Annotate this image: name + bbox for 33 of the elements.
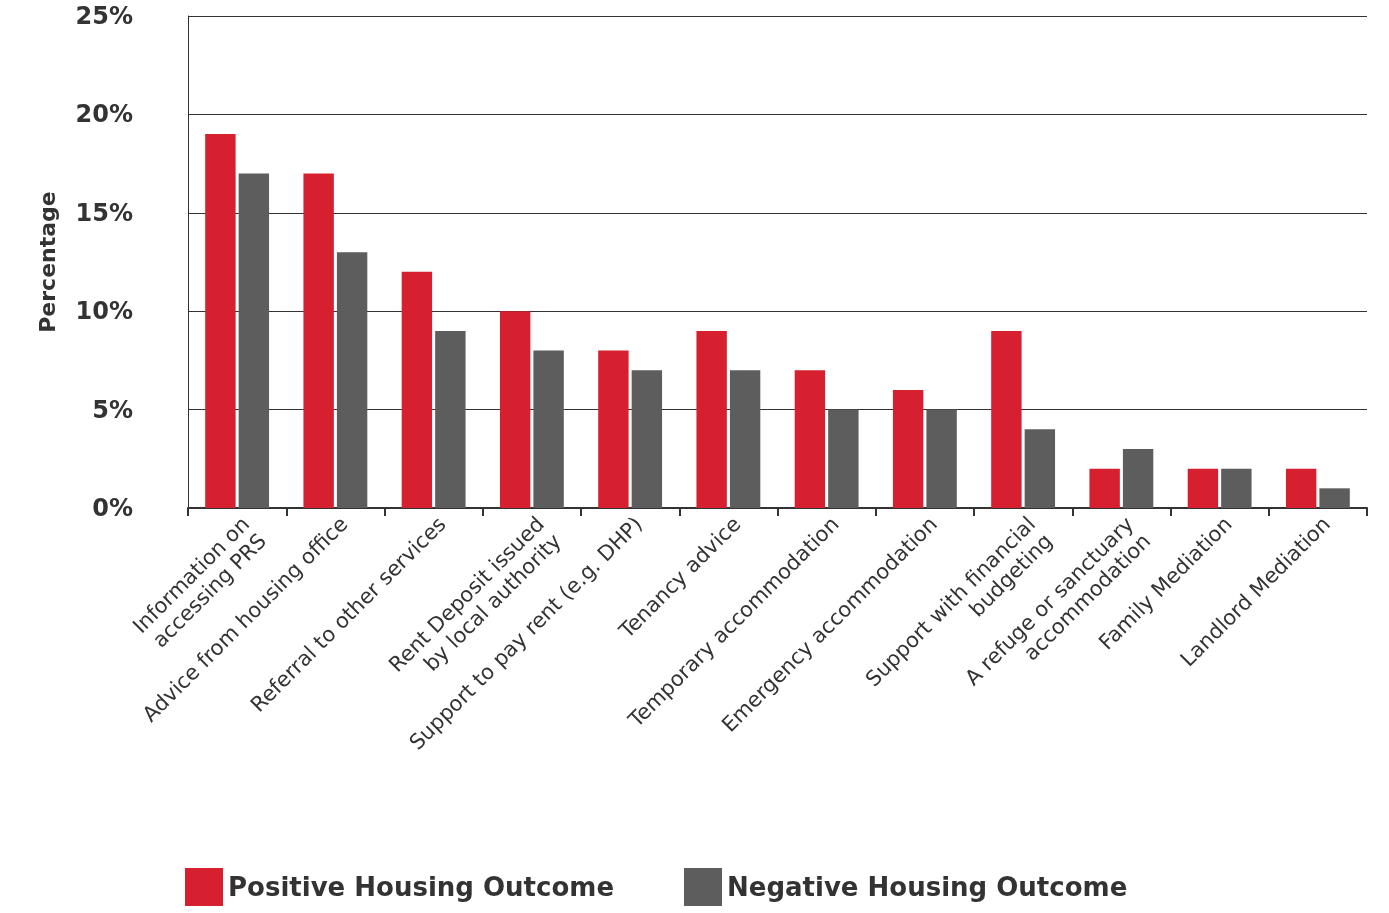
bar: [238, 173, 270, 508]
legend-label: Positive Housing Outcome: [228, 872, 615, 902]
y-tick-label: 20%: [75, 100, 133, 129]
bar: [926, 409, 957, 508]
bar: [598, 350, 629, 508]
y-tick-label: 25%: [75, 2, 133, 30]
bar: [1319, 488, 1350, 508]
y-tick-label: 10%: [75, 297, 133, 326]
bar: [401, 271, 433, 508]
bar: [336, 252, 368, 508]
bar: [1187, 468, 1219, 508]
bar: [1285, 468, 1317, 508]
bar: [499, 311, 531, 508]
bar: [729, 370, 761, 508]
bar: [303, 173, 334, 508]
bar: [1089, 468, 1120, 508]
y-tick-label: 0%: [92, 494, 133, 522]
bar: [696, 330, 727, 508]
bar: [828, 409, 859, 508]
bar: [892, 389, 924, 508]
legend-label: Negative Housing Outcome: [727, 872, 1128, 902]
bar: [794, 370, 826, 508]
bar: [631, 370, 663, 508]
bar: [1122, 448, 1154, 508]
bar: [205, 134, 236, 508]
bar: [991, 330, 1022, 508]
y-tick-label: 15%: [75, 198, 133, 227]
bar: [1221, 468, 1252, 508]
bar: [1024, 429, 1056, 508]
bar: [533, 350, 564, 508]
bar: [435, 330, 466, 508]
y-tick-label: 5%: [92, 395, 133, 424]
y-axis-title: Percentage: [34, 191, 60, 333]
